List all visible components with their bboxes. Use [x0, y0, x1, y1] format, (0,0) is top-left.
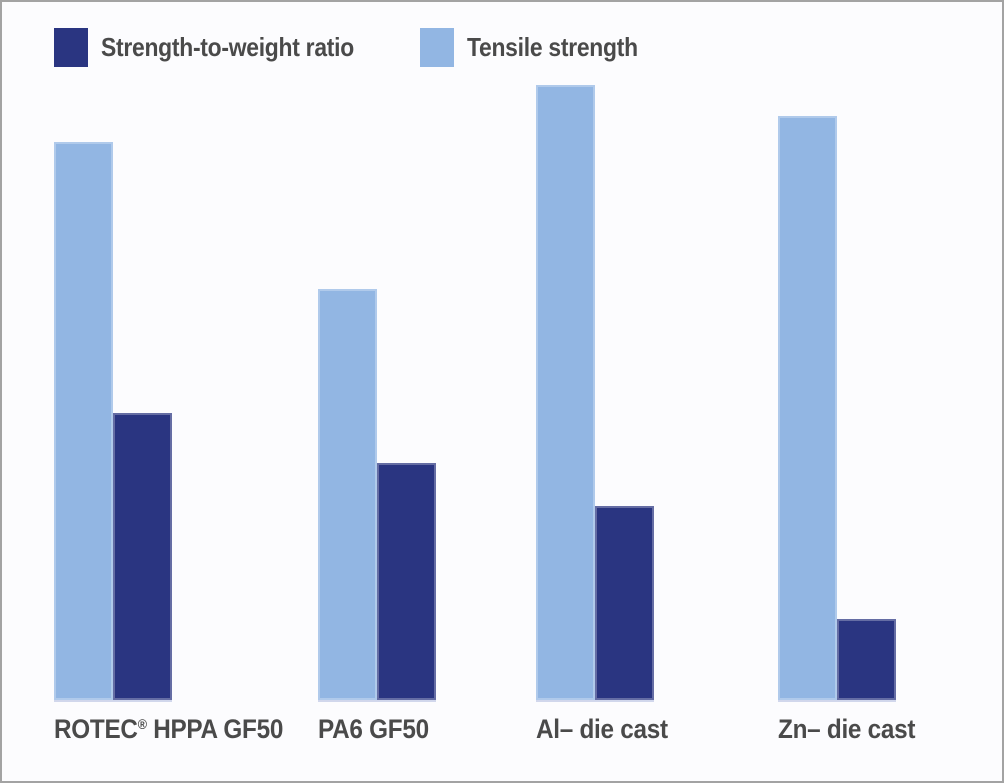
category-label-pa6-gf50: PA6 GF50: [318, 714, 429, 744]
bar-tensile-strength-rotec-hppa-gf50: [54, 142, 113, 700]
legend-item-tensile-strength: Tensile strength: [420, 28, 661, 67]
bar-strength-to-weight-ratio-rotec-hppa-gf50: [113, 413, 172, 700]
category-label-rotec-hppa-gf50: ROTEC® HPPA GF50: [54, 714, 284, 744]
bar-strength-to-weight-ratio-zn-die-cast: [837, 619, 896, 700]
bar-strength-to-weight-ratio-pa6-gf50: [377, 463, 436, 700]
bar-tensile-strength-zn-die-cast: [778, 116, 837, 700]
bar-tensile-strength-pa6-gf50: [318, 289, 377, 700]
legend-swatch-tensile-strength: [420, 28, 454, 67]
legend-label-strength-to-weight-ratio: Strength-to-weight ratio: [101, 32, 354, 62]
category-label-al-die-cast: Al– die cast: [536, 714, 668, 744]
legend-item-strength-to-weight-ratio: Strength-to-weight ratio: [54, 28, 388, 67]
bar-strength-to-weight-ratio-al-die-cast: [595, 506, 654, 700]
bar-tensile-strength-al-die-cast: [536, 85, 595, 700]
category-label-zn-die-cast: Zn– die cast: [778, 714, 916, 744]
legend-label-tensile-strength: Tensile strength: [467, 32, 638, 62]
legend-swatch-strength-to-weight-ratio: [54, 28, 88, 67]
